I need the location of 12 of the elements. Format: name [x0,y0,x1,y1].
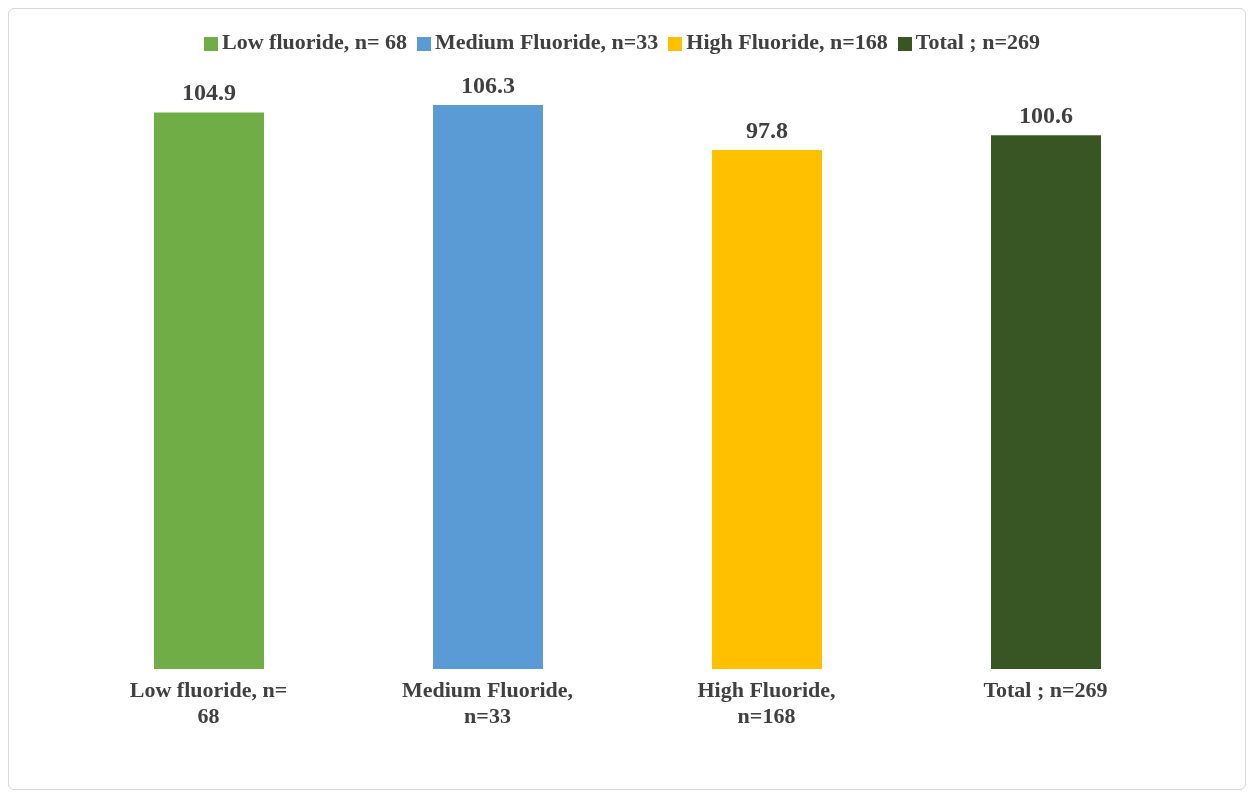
data-label: 104.9 [182,79,236,106]
x-tick-label: High Fluoride, n=168 [697,677,836,728]
data-label: 100.6 [1019,102,1073,129]
legend-label: Total ; n=269 [915,29,1040,54]
legend-label: Medium Fluoride, n=33 [434,29,659,54]
x-tick-label: Low fluoride, n= 68 [129,677,288,728]
legend-label: High Fluoride, n=168 [686,29,888,54]
x-tick-label: Total ; n=269 [983,677,1108,702]
x-tick-label: Medium Fluoride, n=33 [401,677,574,728]
data-label: 106.3 [461,72,515,98]
data-label: 97.8 [746,117,788,144]
legend-label: Low fluoride, n= 68 [222,29,407,54]
